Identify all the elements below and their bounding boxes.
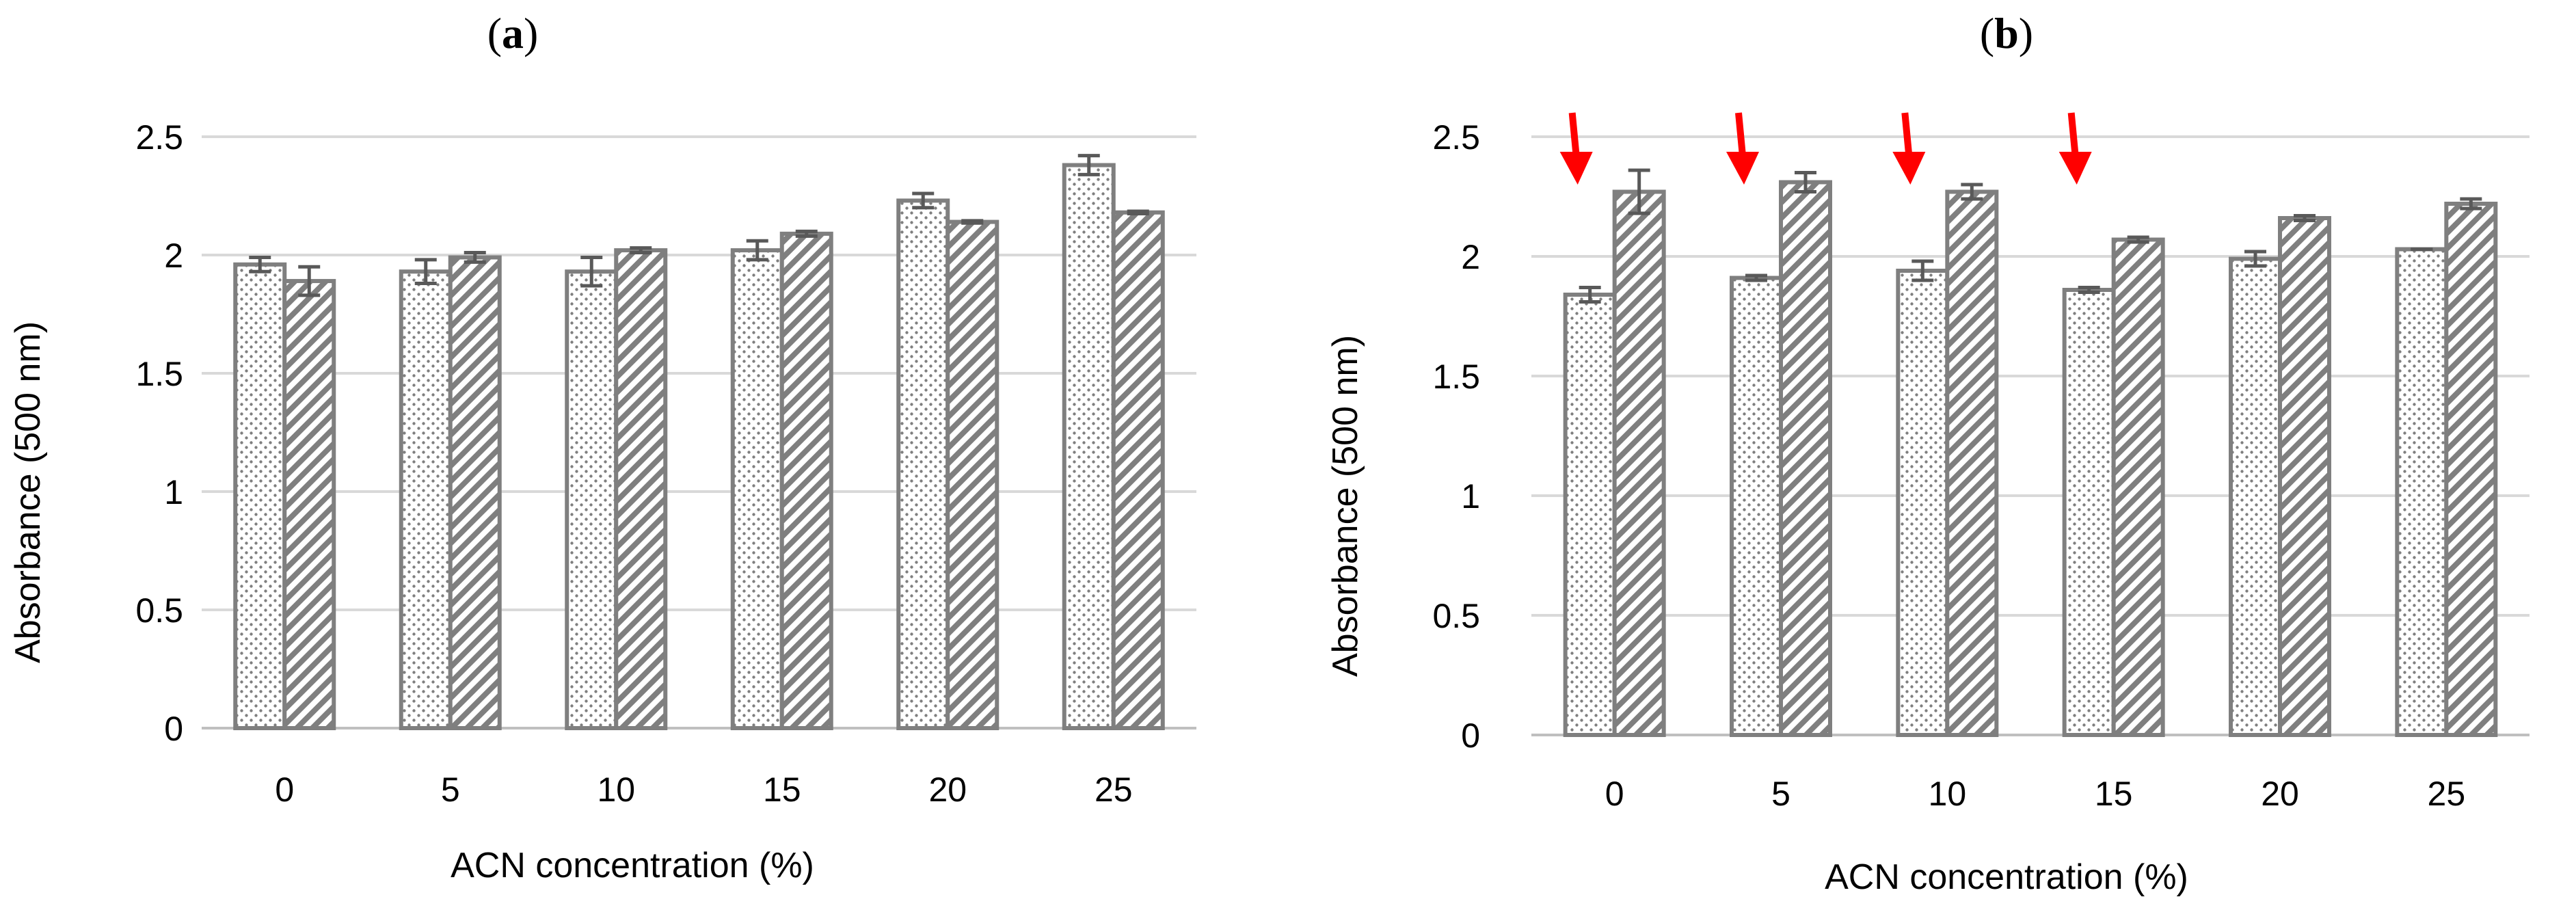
x-tick-label: 5 (441, 771, 460, 809)
bar-dots-25 (2395, 247, 2449, 737)
panel-b-title: (b) (1980, 9, 2033, 57)
y-tick-label: 0.5 (135, 591, 183, 630)
bar-dots-10 (1896, 269, 1950, 737)
bar-hatch-10 (614, 248, 668, 730)
bar-hatch-25 (2444, 202, 2498, 737)
error-bar (1077, 154, 1100, 176)
chart-panel-b: (b) Absorbance (500 nm) ACN concentratio… (1326, 9, 2530, 897)
y-tick-label: 0 (164, 710, 183, 748)
y-tick-label: 2 (164, 237, 183, 275)
x-tick-label: 0 (275, 771, 294, 809)
error-bar (1961, 183, 1983, 201)
red-arrow-icon (2058, 112, 2092, 185)
error-bar (298, 265, 321, 297)
x-tick-label: 10 (1929, 775, 1967, 813)
error-bar (1628, 168, 1650, 215)
bar-hatch-20 (2278, 216, 2331, 737)
x-tick-label: 25 (1095, 771, 1133, 809)
bar-dots-5 (1730, 276, 1783, 737)
bar-hatch-25 (1111, 210, 1165, 731)
error-bar (2294, 214, 2316, 222)
error-bar (2460, 197, 2482, 211)
error-bar (580, 255, 603, 288)
red-arrow-icon (1892, 112, 1926, 185)
y-tick-label: 1 (1461, 477, 1480, 516)
x-tick-label: 15 (763, 771, 801, 809)
y-tick-label: 0 (1461, 717, 1480, 755)
y-tick-label: 1.5 (1432, 358, 1480, 396)
error-bar (1795, 171, 1816, 193)
bar-dots-10 (565, 269, 619, 731)
bar-dots-20 (896, 198, 950, 731)
panel-b-x-axis-label: ACN concentration (%) (1825, 857, 2188, 897)
panel-b-y-axis-label: Absorbance (500 nm) (1326, 335, 1365, 677)
bar-dots-20 (2229, 256, 2282, 737)
bar-hatch-0 (282, 279, 336, 730)
error-bar (2078, 286, 2100, 294)
bar-dots-0 (233, 262, 287, 730)
error-bar (961, 219, 984, 225)
error-bar (2127, 235, 2149, 244)
error-bar (630, 246, 652, 255)
x-tick-label: 25 (2428, 775, 2466, 813)
red-arrow-icon (1726, 112, 1759, 185)
y-tick-label: 2.5 (135, 118, 183, 157)
panel-a-x-axis-label: ACN concentration (%) (451, 846, 814, 885)
bar-dots-25 (1062, 163, 1116, 730)
bar-hatch-15 (779, 231, 833, 730)
bar-hatch-15 (2111, 237, 2165, 737)
x-tick-label: 0 (1605, 775, 1624, 813)
error-bar (912, 191, 935, 210)
chart-panel-a: (a) Absorbance (500 nm) ACN concentratio… (8, 9, 1196, 885)
x-tick-label: 20 (2261, 775, 2299, 813)
y-tick-label: 1.5 (135, 355, 183, 393)
error-bar (1911, 259, 1934, 282)
panel-a-title: (a) (487, 9, 539, 57)
y-tick-label: 2.5 (1432, 118, 1480, 157)
y-tick-label: 0.5 (1432, 597, 1480, 635)
bar-hatch-20 (945, 219, 999, 730)
red-arrow-icon (1559, 112, 1593, 185)
error-bar (249, 255, 271, 273)
bar-dots-15 (730, 248, 784, 730)
x-tick-label: 15 (2095, 775, 2133, 813)
y-tick-label: 1 (164, 473, 183, 511)
bar-hatch-5 (1779, 180, 1832, 737)
panel-a-y-axis-label: Absorbance (500 nm) (8, 321, 48, 663)
bar-dots-5 (399, 269, 453, 731)
x-tick-label: 20 (928, 771, 967, 809)
x-tick-label: 10 (597, 771, 635, 809)
error-bar (464, 251, 486, 264)
error-bar (414, 258, 437, 286)
bar-hatch-0 (1612, 189, 1666, 737)
error-bar (1745, 273, 1767, 282)
bar-hatch-5 (448, 255, 502, 730)
bar-dots-0 (1563, 293, 1617, 737)
y-tick-label: 2 (1461, 238, 1480, 276)
x-tick-label: 5 (1771, 775, 1790, 813)
error-bar (746, 239, 768, 262)
error-bar (1579, 286, 1601, 304)
error-bar (1127, 209, 1149, 215)
bar-hatch-10 (1945, 189, 1999, 737)
bar-dots-15 (2062, 288, 2116, 737)
error-bar (2244, 250, 2266, 268)
error-bar (795, 229, 818, 238)
